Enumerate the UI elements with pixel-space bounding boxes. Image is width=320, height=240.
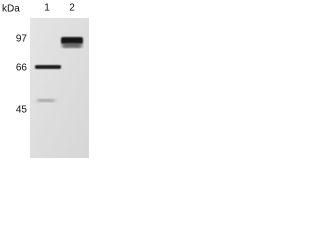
unit-label: kDa	[2, 4, 20, 15]
band	[61, 37, 83, 44]
marker-label: 66	[16, 63, 28, 74]
band	[37, 99, 55, 102]
band-smear	[62, 43, 82, 48]
marker-label: 45	[16, 105, 28, 116]
lane-label: 1	[44, 3, 50, 14]
blot-figure: kDa 1 2 97 66 45	[2, 3, 89, 158]
band	[35, 65, 61, 69]
lane-label: 2	[69, 3, 75, 14]
marker-label: 97	[16, 34, 28, 45]
